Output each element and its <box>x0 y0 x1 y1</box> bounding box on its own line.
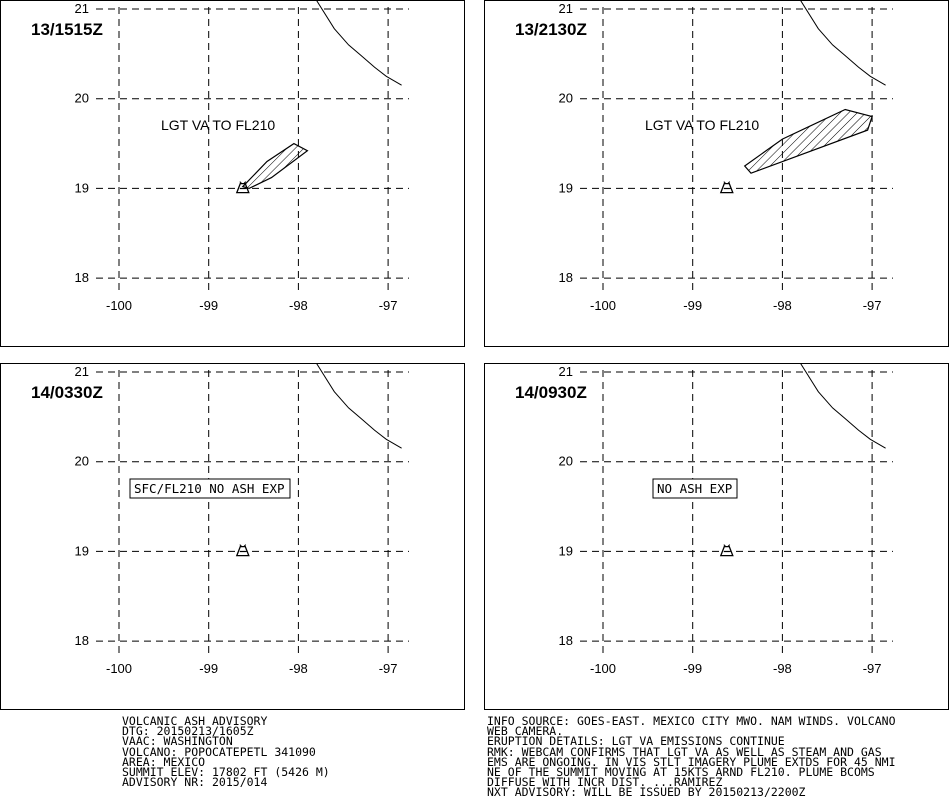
longitude-tick-label: -99 <box>683 298 702 313</box>
volcano-icon <box>719 181 734 194</box>
longitude-tick-label: -99 <box>683 661 702 676</box>
ash-plume-area <box>241 142 309 190</box>
latitude-tick-label: 20 <box>559 91 573 106</box>
forecast-panel-3: -100 -99 -98 -97 21 20 19 18 SFC/FL210 NO ASH EX… <box>0 363 465 710</box>
longitude-tick-label: -98 <box>773 661 792 676</box>
advisory-line: RMK: WEBCAM CONFIRMS THAT LGT VA AS WELL… <box>487 744 882 759</box>
longitude-tick-label: -98 <box>289 661 308 676</box>
latitude-tick-label: 18 <box>559 270 573 285</box>
latitude-tick-label: 21 <box>559 1 573 16</box>
latitude-tick-label: 19 <box>559 180 573 195</box>
ash-label-box <box>129 478 291 499</box>
advisory-line: NXT ADVISORY: WILL BE ISSUED BY 20150213… <box>487 785 806 800</box>
forecast-panel-2: -100 -99 -98 -97 21 20 19 18 LGT VA TO FL210 13/… <box>484 0 949 347</box>
longitude-tick-label: -97 <box>379 661 398 676</box>
latitude-tick-label: 18 <box>75 270 89 285</box>
advisory-line: NE OF THE SUMMIT MOVING AT 15KTS ARND FL… <box>487 765 875 780</box>
advisory-line: SUMMIT ELEV: 17802 FT (5426 M) <box>122 765 330 780</box>
latitude-tick-label: 19 <box>559 543 573 558</box>
latitude-tick-label: 21 <box>559 364 573 379</box>
panel-time: 13/2130Z <box>515 20 587 39</box>
map-canvas: -100 -99 -98 -97 21 20 19 18 NO ASH EXP <box>559 364 893 676</box>
coastline <box>800 1 886 86</box>
latitude-tick-label: 20 <box>559 454 573 469</box>
forecast-panel-4: -100 -99 -98 -97 21 20 19 18 NO ASH EXP 14/0930Z <box>484 363 949 710</box>
panel-time: 14/0930Z <box>515 383 587 402</box>
advisory-line: EMS ARE ONGOING. IN VIS STLT IMAGERY PLU… <box>487 754 896 769</box>
advisory-line: ERUPTION DETAILS: LGT VA EMISSIONS CONTI… <box>487 734 785 749</box>
forecast-panel-1: -100 -99 -98 -97 21 20 19 18 LGT VA TO FL210 13/… <box>0 0 465 347</box>
advisory-line: WEB CAMERA. <box>487 724 564 739</box>
latitude-tick-label: 21 <box>75 1 89 16</box>
latitude-tick-label: 18 <box>559 633 573 648</box>
map-canvas: -100 -99 -98 -97 21 20 19 18 SFC/FL210 NO ASH EX… <box>75 364 409 676</box>
advisory-line: VOLCANIC ASH ADVISORY <box>122 714 268 728</box>
advisory-header: VOLCANIC ASH ADVISORY DTG: 20150213/1605Z… <box>122 714 330 790</box>
coastline <box>316 1 402 86</box>
panel-time: 13/1515Z <box>31 20 103 39</box>
advisory-line: DIFFUSE WITH INCR DIST. ...RAMIREZ <box>487 775 723 790</box>
advisory-line: VOLCANO: POPOCATEPETL 341090 <box>122 744 316 759</box>
advisory-line: DTG: 20150213/1605Z <box>122 724 254 739</box>
latitude-tick-label: 21 <box>75 364 89 379</box>
volcano-icon <box>235 544 250 557</box>
latitude-tick-label: 19 <box>75 543 89 558</box>
longitude-tick-label: -99 <box>199 298 218 313</box>
latitude-tick-label: 20 <box>75 454 89 469</box>
latitude-tick-label: 20 <box>75 91 89 106</box>
ash-label-box <box>652 478 738 499</box>
longitude-tick-label: -98 <box>773 298 792 313</box>
advisory-remarks: INFO SOURCE: GOES-EAST. MEXICO CITY MWO.… <box>487 714 942 800</box>
panel-time: 14/0330Z <box>31 383 103 402</box>
longitude-tick-label: -97 <box>379 298 398 313</box>
map-canvas: -100 -99 -98 -97 21 20 19 18 LGT VA TO FL210 <box>75 1 409 313</box>
volcano-icon <box>719 544 734 557</box>
coastline <box>316 364 402 449</box>
advisory-line: AREA: MEXICO <box>122 754 206 769</box>
longitude-tick-label: -100 <box>590 298 616 313</box>
ash-label: LGT VA TO FL210 <box>645 117 759 133</box>
latitude-tick-label: 18 <box>75 633 89 648</box>
longitude-tick-label: -97 <box>863 298 882 313</box>
longitude-tick-label: -97 <box>863 661 882 676</box>
coastline <box>800 364 886 449</box>
advisory-line: INFO SOURCE: GOES-EAST. MEXICO CITY MWO.… <box>487 714 896 728</box>
volcano-icon <box>235 181 250 194</box>
longitude-tick-label: -100 <box>106 661 132 676</box>
advisory-line: ADVISORY NR: 2015/014 <box>122 775 268 790</box>
longitude-tick-label: -99 <box>199 661 218 676</box>
longitude-tick-label: -100 <box>590 661 616 676</box>
ash-plume-area <box>743 108 873 174</box>
advisory-line: VAAC: WASHINGTON <box>122 734 233 749</box>
map-canvas: -100 -99 -98 -97 21 20 19 18 LGT VA TO FL210 <box>559 1 893 313</box>
longitude-tick-label: -98 <box>289 298 308 313</box>
latitude-tick-label: 19 <box>75 180 89 195</box>
ash-label: NO ASH EXP <box>657 481 732 496</box>
longitude-tick-label: -100 <box>106 298 132 313</box>
ash-label: SFC/FL210 NO ASH EXP <box>134 481 285 496</box>
ash-label: LGT VA TO FL210 <box>161 117 275 133</box>
